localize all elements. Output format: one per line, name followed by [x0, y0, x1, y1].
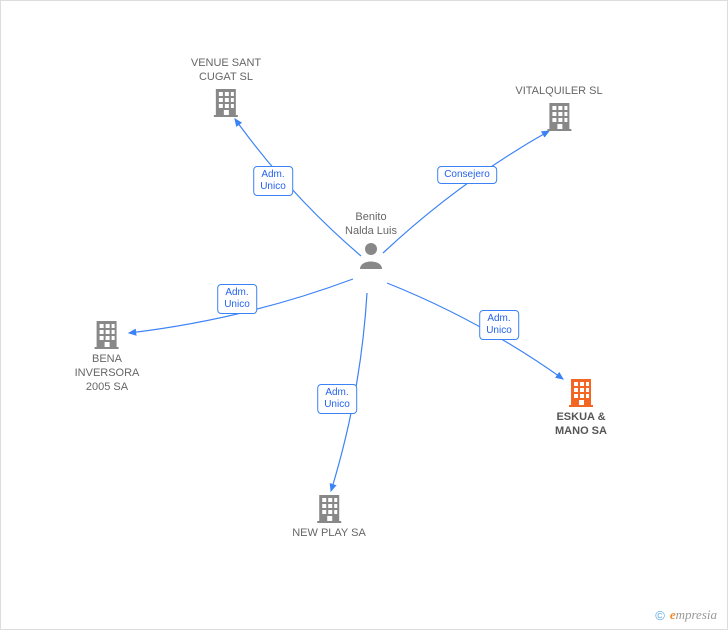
company-label: ESKUA & MANO SA: [555, 411, 607, 439]
building-icon: [315, 493, 343, 523]
edge-line: [383, 131, 549, 253]
center-person-node[interactable]: Benito Nalda Luis: [345, 211, 397, 269]
company-label: NEW PLAY SA: [292, 527, 366, 541]
diagram-canvas: Benito Nalda Luis VENUE SANT CUGAT SL VI…: [0, 0, 728, 630]
edge-line: [387, 283, 563, 379]
company-label: VENUE SANT CUGAT SL: [191, 57, 261, 85]
building-icon: [93, 319, 121, 349]
building-icon: [567, 377, 595, 407]
company-node-eskua[interactable]: ESKUA & MANO SA: [555, 377, 607, 439]
company-label: BENA INVERSORA 2005 SA: [75, 353, 140, 394]
building-icon: [212, 87, 240, 117]
company-node-bena[interactable]: BENA INVERSORA 2005 SA: [75, 319, 140, 394]
company-node-vitalquiler[interactable]: VITALQUILER SL: [515, 85, 602, 131]
company-label: VITALQUILER SL: [515, 85, 602, 99]
building-icon: [545, 101, 573, 131]
company-node-venue[interactable]: VENUE SANT CUGAT SL: [191, 57, 261, 117]
edge-label: Adm. Unico: [317, 384, 357, 414]
copyright-symbol: ©: [655, 608, 665, 623]
company-node-newplay[interactable]: NEW PLAY SA: [292, 493, 366, 541]
edge-label: Adm. Unico: [253, 166, 293, 196]
edge-label: Adm. Unico: [217, 284, 257, 314]
person-icon: [358, 241, 384, 269]
edge-label: Consejero: [437, 166, 497, 184]
center-label: Benito Nalda Luis: [345, 211, 397, 239]
footer-attribution: © empresia: [655, 607, 717, 623]
edge-label: Adm. Unico: [479, 310, 519, 340]
brand-name: empresia: [670, 607, 717, 623]
